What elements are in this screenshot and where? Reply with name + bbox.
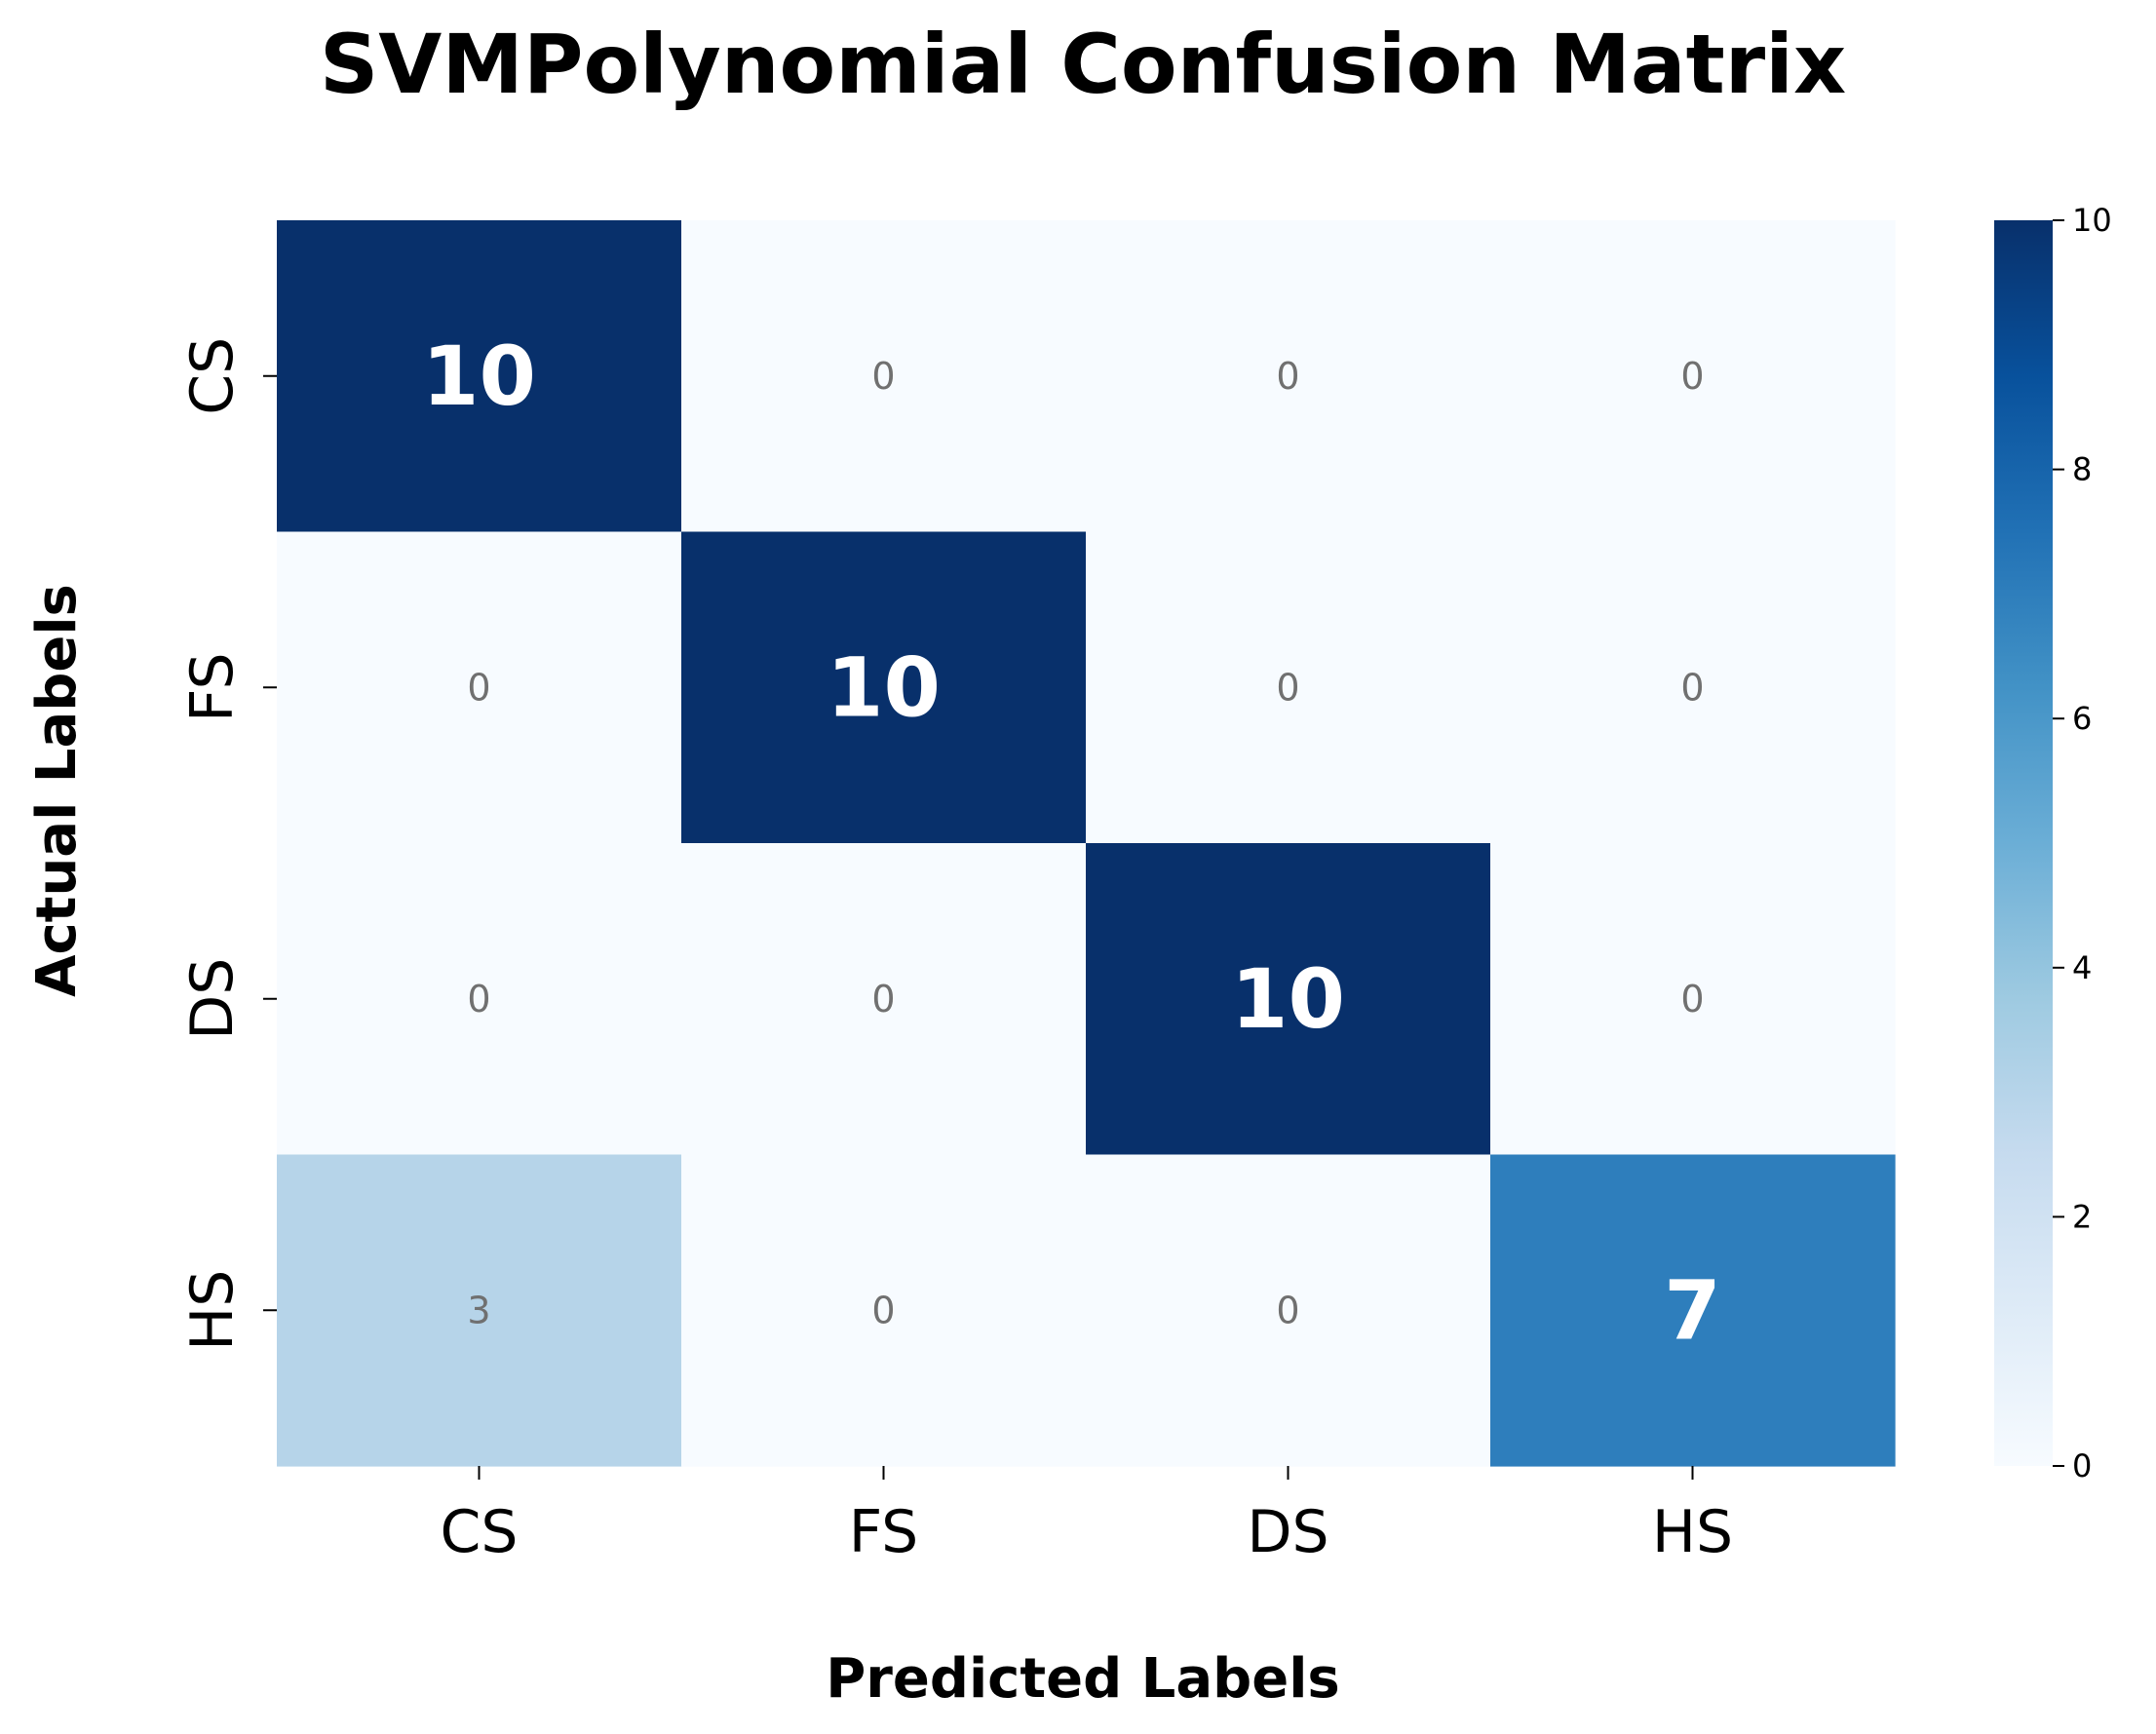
colorbar-tick-label: 10	[2072, 202, 2112, 239]
cell-value-label: 0	[1680, 355, 1704, 398]
heatmap-cell-ds-hs	[1490, 843, 1896, 1156]
y-axis-ticks: CS FS DS HS	[178, 337, 277, 1351]
heatmap-cell-hs-hs	[1490, 1154, 1896, 1467]
y-tick-label: DS	[178, 958, 247, 1040]
heatmap-cell-ds-ds	[1086, 843, 1491, 1156]
cell-value-label: 0	[467, 666, 490, 709]
heatmap-cell-fs-cs	[277, 531, 682, 844]
heatmap-cells	[277, 220, 1896, 1467]
colorbar-tick-label: 4	[2072, 949, 2092, 986]
colorbar-gradient	[1994, 220, 2053, 1466]
heatmap-cell-labels: 10 0 0 0 0 10 0 0 0 0 10 0 3 0 0 7	[422, 328, 1721, 1359]
chart-title: SVMPolynomial Confusion Matrix	[320, 17, 1846, 112]
heatmap-cell-fs-ds	[1086, 531, 1491, 844]
cell-value-label: 10	[827, 639, 941, 735]
colorbar-ticks: 0 2 4 6 8 10	[2053, 202, 2112, 1484]
y-tick-label: CS	[178, 337, 247, 415]
colorbar-tick-label: 8	[2072, 451, 2092, 488]
colorbar-tick-label: 0	[2072, 1447, 2092, 1484]
y-axis-label: Actual Labels	[25, 584, 89, 997]
heatmap-cell-hs-cs	[277, 1154, 682, 1467]
x-tick-label: FS	[849, 1498, 919, 1566]
heatmap-cell-cs-fs	[681, 220, 1087, 533]
y-tick-label: FS	[178, 652, 247, 722]
colorbar-tick-label: 6	[2072, 700, 2092, 737]
cell-value-label: 10	[1231, 951, 1345, 1047]
heatmap-cell-hs-fs	[681, 1154, 1087, 1467]
x-axis-ticks: CS FS DS HS	[441, 1466, 1733, 1566]
heatmap-cell-cs-hs	[1490, 220, 1896, 533]
cell-value-label: 0	[871, 1289, 895, 1331]
cell-value-label: 0	[1276, 1289, 1299, 1331]
colorbar: 0 2 4 6 8 10	[1994, 202, 2112, 1484]
heatmap-cell-cs-ds	[1086, 220, 1491, 533]
cell-value-label: 0	[1276, 666, 1299, 709]
y-tick-label: HS	[178, 1270, 247, 1351]
heatmap-cell-cs-cs	[277, 220, 682, 533]
colorbar-tick-label: 2	[2072, 1198, 2092, 1235]
cell-value-label: 0	[467, 978, 490, 1021]
heatmap-cell-ds-cs	[277, 843, 682, 1156]
x-tick-label: CS	[441, 1498, 519, 1566]
cell-value-label: 0	[1276, 355, 1299, 398]
x-tick-label: HS	[1652, 1498, 1733, 1566]
cell-value-label: 0	[1680, 666, 1704, 709]
heatmap-cell-hs-ds	[1086, 1154, 1491, 1467]
cell-value-label: 10	[422, 328, 536, 424]
x-tick-label: DS	[1247, 1498, 1328, 1566]
cell-value-label: 7	[1664, 1262, 1720, 1358]
heatmap-cell-fs-fs	[681, 531, 1087, 844]
heatmap-cell-fs-hs	[1490, 531, 1896, 844]
x-axis-label: Predicted Labels	[826, 1647, 1340, 1711]
cell-value-label: 3	[467, 1289, 490, 1331]
cell-value-label: 0	[871, 978, 895, 1021]
heatmap-cell-ds-fs	[681, 843, 1087, 1156]
cell-value-label: 0	[871, 355, 895, 398]
cell-value-label: 0	[1680, 978, 1704, 1021]
